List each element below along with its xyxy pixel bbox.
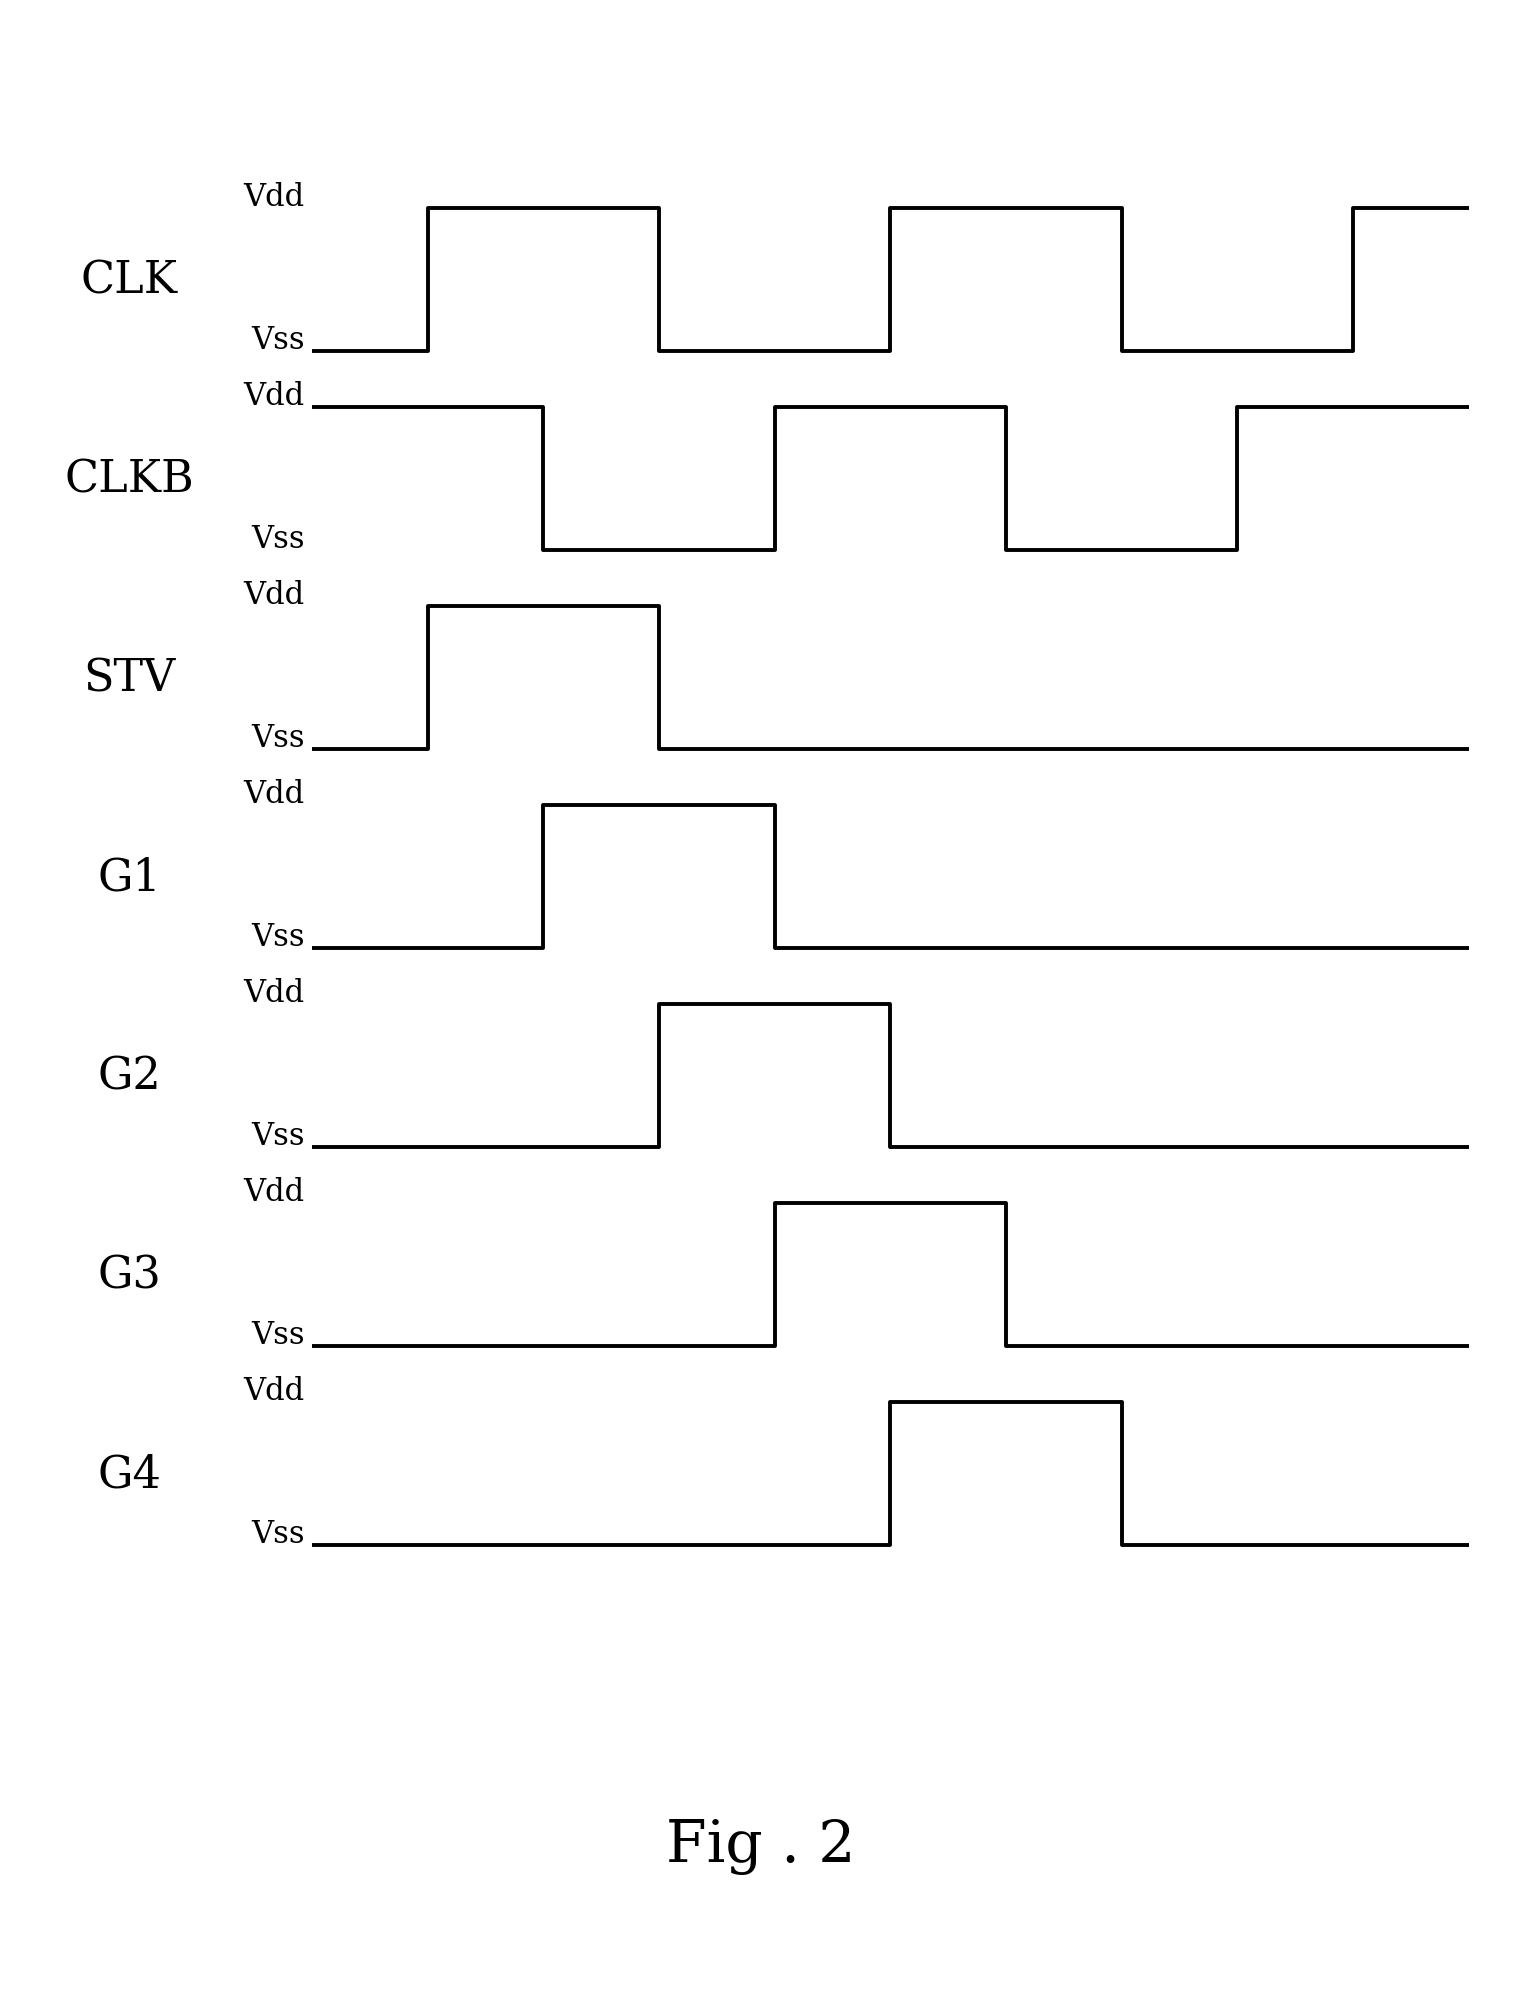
Text: Vdd: Vdd (244, 181, 304, 213)
Text: Vdd: Vdd (244, 380, 304, 412)
Text: Vss: Vss (251, 324, 304, 356)
Text: Vdd: Vdd (244, 1374, 304, 1406)
Text: Vdd: Vdd (244, 977, 304, 1008)
Text: Vdd: Vdd (244, 579, 304, 611)
Text: Vss: Vss (251, 921, 304, 953)
Text: G4: G4 (97, 1452, 161, 1496)
Text: Vss: Vss (251, 722, 304, 754)
Text: Vdd: Vdd (244, 778, 304, 810)
Text: Vdd: Vdd (244, 1175, 304, 1207)
Text: STV: STV (84, 656, 175, 700)
Text: G1: G1 (97, 855, 161, 899)
Text: Vss: Vss (251, 1319, 304, 1351)
Text: Vss: Vss (251, 523, 304, 555)
Text: G3: G3 (97, 1253, 161, 1297)
Text: Vss: Vss (251, 1518, 304, 1549)
Text: G2: G2 (97, 1054, 161, 1098)
Text: Vss: Vss (251, 1120, 304, 1152)
Text: CLKB: CLKB (64, 457, 195, 501)
Text: CLK: CLK (81, 259, 178, 302)
Text: Fig . 2: Fig . 2 (667, 1818, 855, 1874)
